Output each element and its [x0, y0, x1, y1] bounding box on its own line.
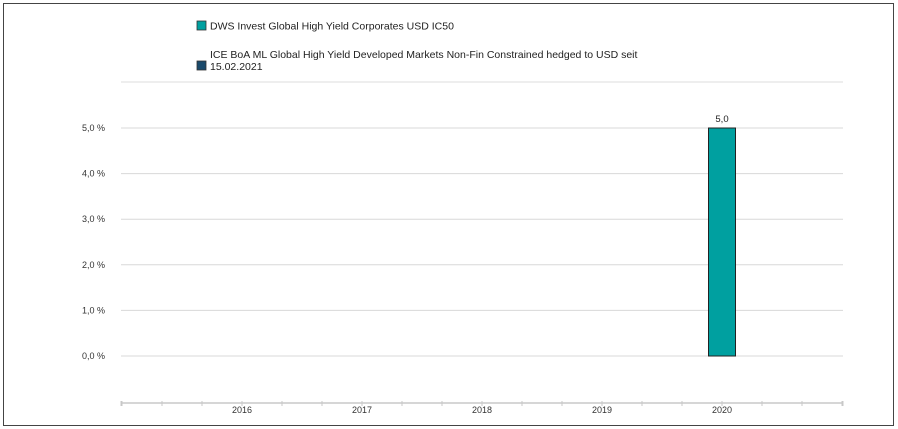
- y-tick-label: 0,0 %: [82, 351, 105, 361]
- legend-label-benchmark-line-1: ICE BoA ML Global High Yield Developed M…: [210, 49, 637, 61]
- x-tick-label: 2019: [592, 405, 612, 415]
- y-tick-label: 1,0 %: [82, 305, 105, 315]
- y-tick-label: 4,0 %: [82, 169, 105, 179]
- y-tick-label: 5,0 %: [82, 123, 105, 133]
- y-gridlines: [121, 127, 843, 357]
- legend-label-benchmark-line-2: 15.02.2021: [210, 61, 263, 73]
- legend-swatch-benchmark: [196, 60, 207, 71]
- bars: 5,0: [708, 114, 736, 357]
- x-tick-label: 2020: [712, 405, 732, 415]
- y-tick-label: 2,0 %: [82, 260, 105, 270]
- chart-frame: DWS Invest Global High Yield Corporates …: [3, 3, 894, 426]
- bar: [708, 127, 736, 357]
- bar-chart: DWS Invest Global High Yield Corporates …: [82, 20, 844, 415]
- legend-item-benchmark: ICE BoA ML Global High Yield Developed M…: [196, 49, 637, 73]
- legend-item-fund: DWS Invest Global High Yield Corporates …: [196, 20, 454, 33]
- y-tick-label: 3,0 %: [82, 214, 105, 224]
- x-tick-label: 2018: [472, 405, 492, 415]
- legend-label-fund: DWS Invest Global High Yield Corporates …: [210, 21, 454, 33]
- legend-swatch-fund: [196, 20, 207, 31]
- bar-value-label: 5,0: [715, 114, 728, 125]
- y-axis-ticks: 0,0 % 1,0 % 2,0 % 3,0 % 4,0 % 5,0 %: [82, 123, 105, 361]
- legend: DWS Invest Global High Yield Corporates …: [196, 20, 637, 73]
- x-tick-label: 2016: [232, 405, 252, 415]
- x-axis: 2016 2017 2018 2019 2020: [120, 401, 844, 415]
- x-tick-label: 2017: [352, 405, 372, 415]
